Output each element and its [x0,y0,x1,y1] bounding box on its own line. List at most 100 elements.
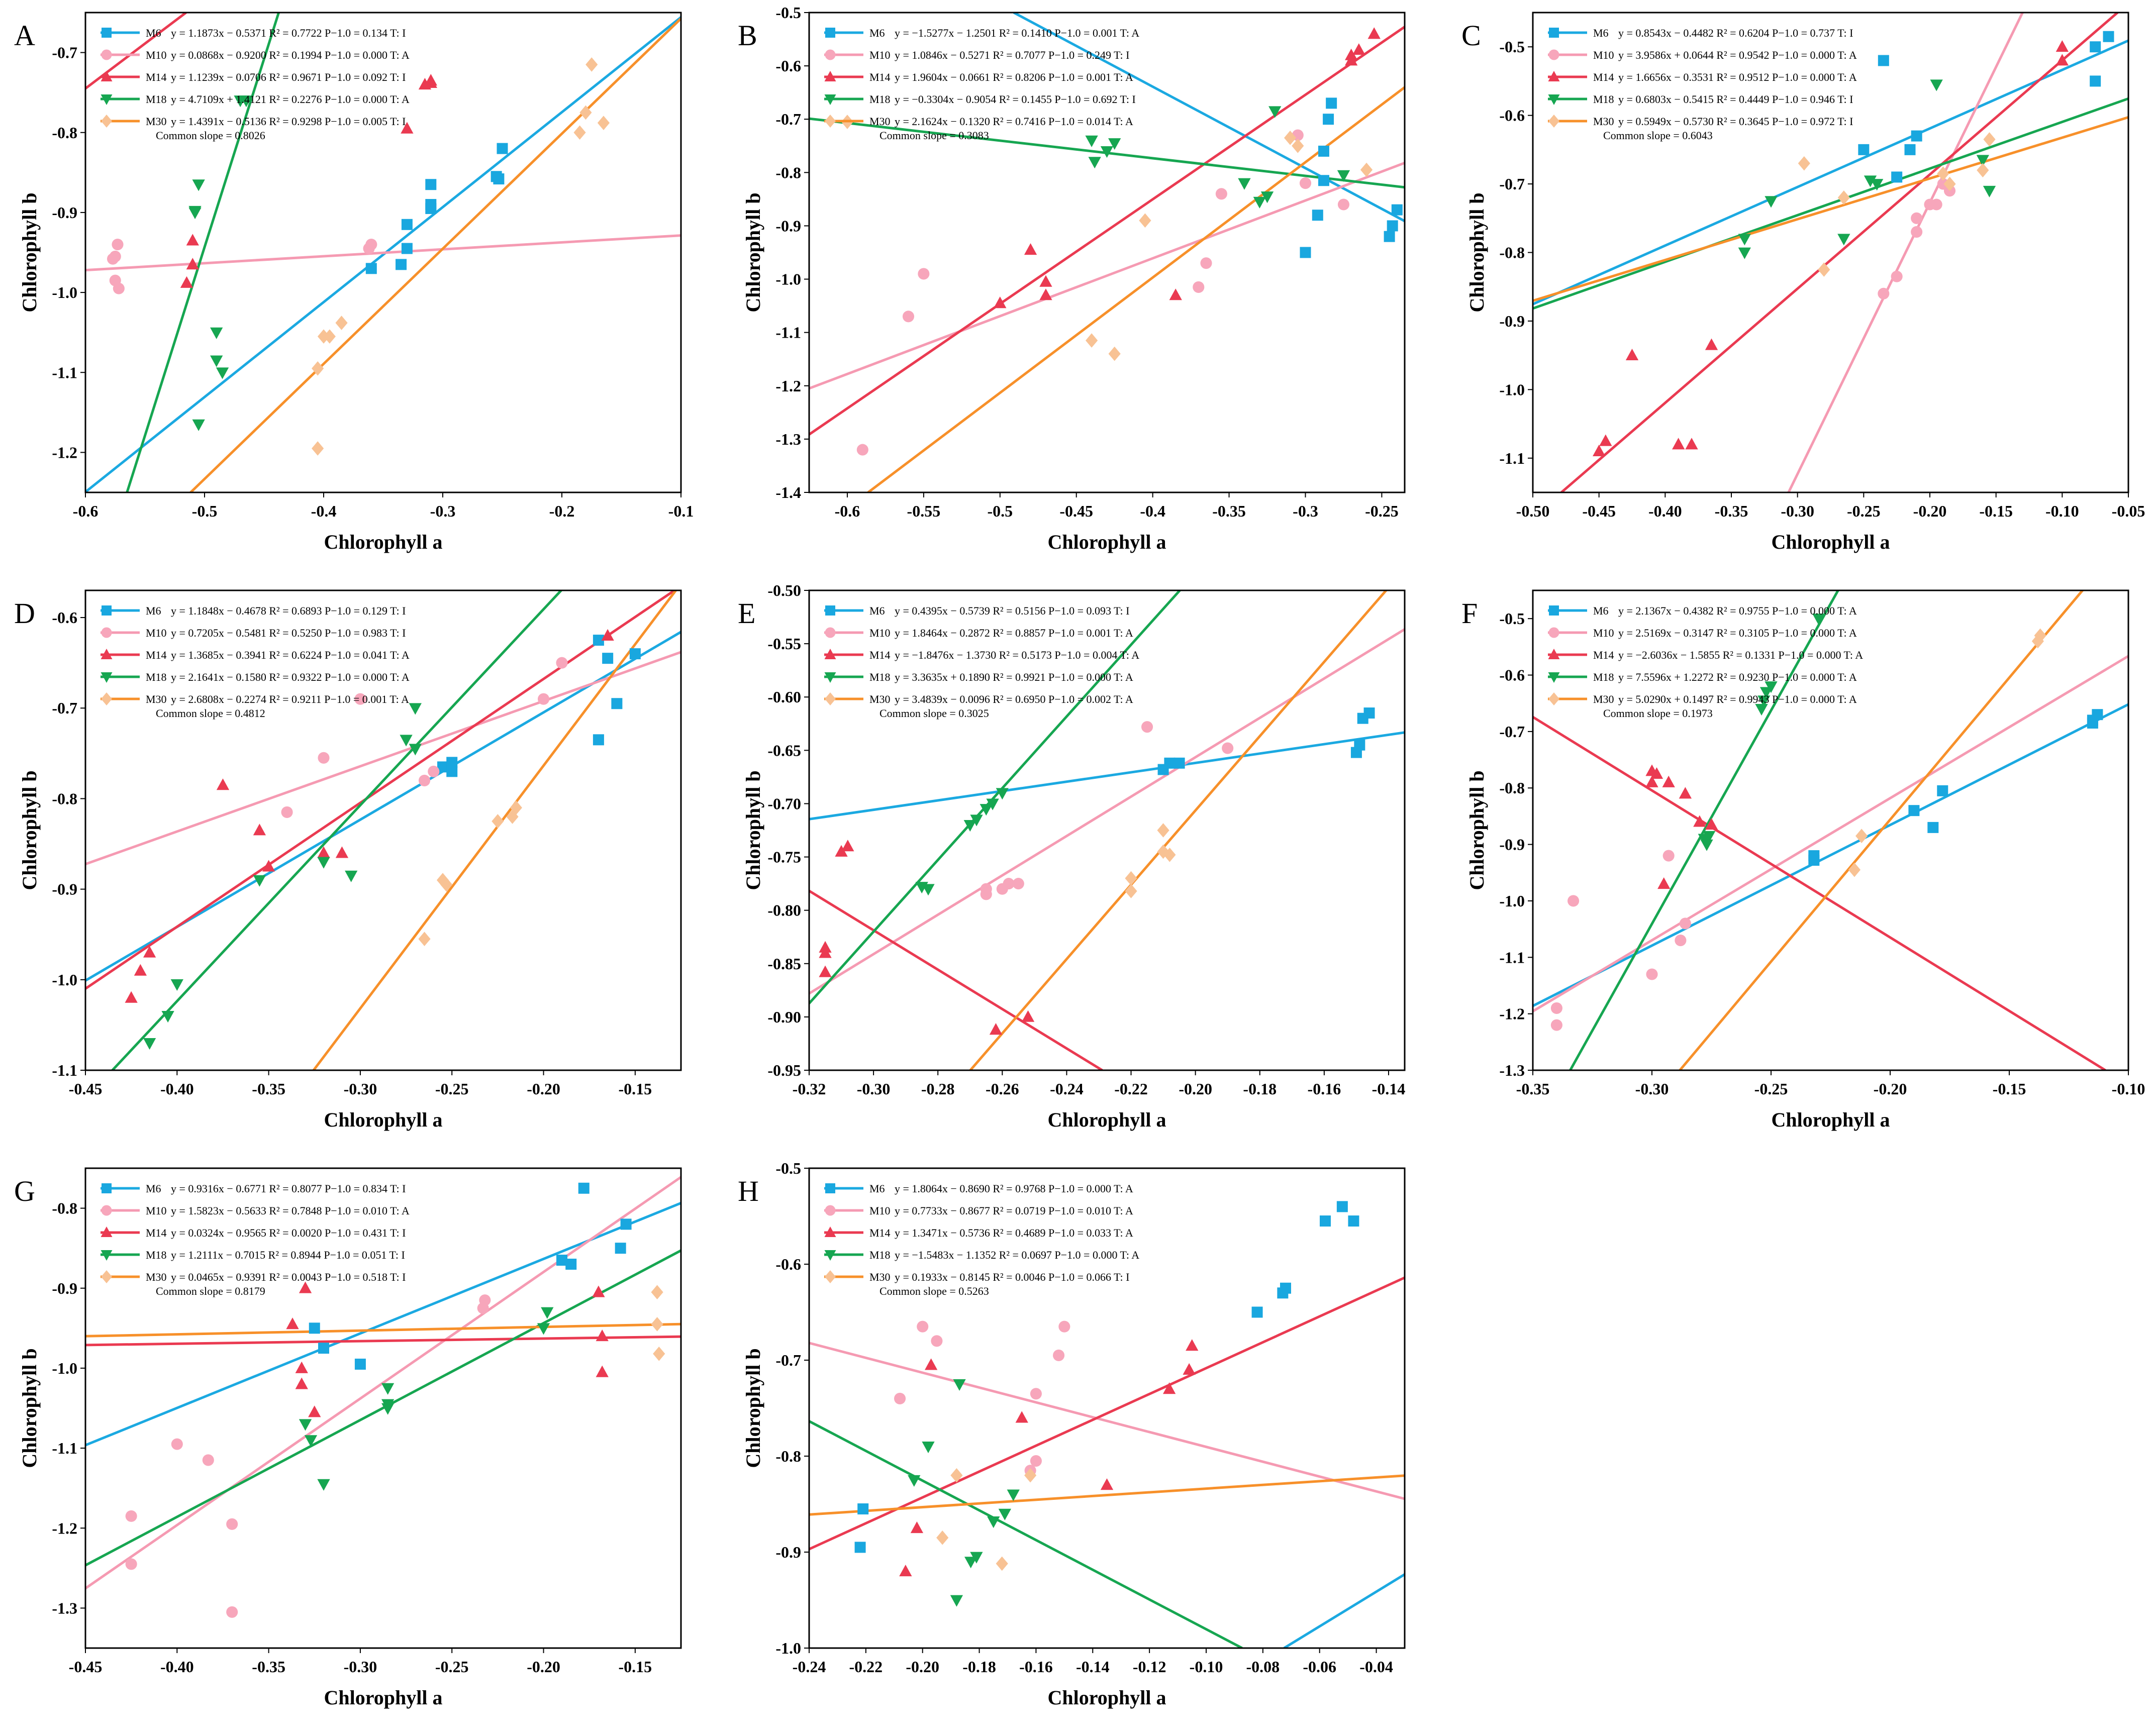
data-points [854,1201,1359,1607]
point-m30 [1157,823,1169,838]
legend-marker [1548,627,1559,638]
x-tick-label: -0.20 [527,1080,560,1098]
legend-series-name: M30 [1593,115,1614,128]
x-tick-label: -0.10 [2045,502,2079,520]
y-tick-label: -1.2 [775,377,801,395]
x-tick-label: -0.25 [1754,1080,1788,1098]
fit-line-m10 [85,1176,681,1590]
chart-svg: C -0.50 -0.45 -0.40 -0.35 -0.30 -0.25 -0.20 -0.1… [1461,12,2145,553]
point-m14 [134,964,147,976]
y-tick-label: -0.5 [1499,609,1525,628]
legend-marker [101,649,113,659]
point-m14 [1352,43,1365,55]
legend-series-name: M14 [1593,71,1614,83]
legend-marker [102,605,112,616]
legend-marker [1549,605,1559,616]
legend-marker [1548,115,1559,128]
point-m14 [1657,877,1671,889]
point-m14 [1367,27,1381,39]
plot-frame [808,12,1406,493]
x-tick-label: -0.45 [1059,502,1093,520]
point-m10 [1911,212,1923,224]
x-tick-label: -0.25 [435,1080,469,1098]
point-m6 [401,219,413,230]
x-tick-label: -0.3 [1293,502,1318,520]
point-m6 [1164,757,1176,769]
fit-line-m18 [809,1420,1243,1648]
legend-marker [824,1227,836,1237]
common-slope-label: Common slope = 0.8179 [156,1285,265,1297]
point-m6 [1387,220,1398,232]
point-m10 [1003,878,1015,890]
point-m6 [578,1182,590,1194]
legend-equation: y = 1.0846x − 0.5271 R² = 0.7077 P−1.0 =… [895,49,1129,61]
legend-equation: y = 0.8543x − 0.4482 R² = 0.6204 P−1.0 =… [1618,27,1853,39]
fit-line-m18 [111,590,562,1070]
legend-equation: y = −1.5277x − 1.2501 R² = 0.1410 P−1.0 … [895,27,1139,39]
point-m6 [1173,757,1185,769]
legend-equation: y = 3.4839x − 0.0096 R² = 0.6950 P−1.0 =… [895,693,1133,705]
legend-marker [824,94,836,105]
point-m18 [1268,106,1282,118]
x-tick-label: -0.30 [1781,502,1814,520]
point-m10 [1930,198,1942,211]
y-tick-label: -1.1 [52,1439,77,1457]
legend-equation: y = 1.9604x − 0.0661 R² = 0.8206 P−1.0 =… [895,71,1133,83]
point-m18 [210,327,223,339]
data-points [1593,31,2114,457]
point-m30 [651,1285,663,1300]
point-m6 [1363,707,1375,719]
legend-series-name: M10 [869,627,891,639]
point-m6 [593,635,604,646]
fit-line-m30 [809,1474,1405,1516]
legend-marker [1548,49,1559,60]
point-m14 [819,946,832,958]
y-tick-label: -0.8 [775,163,801,181]
point-m10 [125,1558,137,1570]
point-m14 [286,1317,299,1330]
point-m18 [922,1442,935,1454]
x-tick-label: -0.08 [1246,1658,1280,1676]
y-tick-label: -0.9 [52,880,77,898]
point-m18 [1871,179,1884,191]
data-points [107,57,610,456]
legend-marker [824,672,836,683]
legend-equation: y = 0.0868x − 0.9200 R² = 0.1994 P−1.0 =… [171,49,410,61]
x-tick-label: -0.45 [69,1080,103,1098]
y-tick-label: -1.0 [52,283,77,301]
point-m10 [980,883,992,895]
point-m18 [192,419,205,431]
y-tick-label: -1.3 [52,1599,77,1617]
y-tick-label: -1.2 [1499,1005,1525,1023]
point-m18 [345,870,358,882]
point-m14 [1625,348,1639,361]
fit-lines [1533,590,2128,1070]
point-m10 [281,806,293,819]
point-m30 [1848,862,1861,877]
legend: M6 y = 2.1367x − 0.4382 R² = 0.9755 P−1.0… [1548,604,1863,720]
point-m18 [1238,178,1251,190]
legend-series-name: M6 [146,1182,161,1195]
x-tick-label: -0.45 [1582,502,1616,520]
point-m10 [902,311,915,323]
data-points [841,27,1403,456]
point-m6 [629,648,641,660]
legend-equation: y = 0.7733x − 0.8677 R² = 0.0719 P−1.0 =… [895,1204,1133,1217]
x-tick-label: -0.40 [160,1080,194,1098]
chart-panel-c: C -0.50 -0.45 -0.40 -0.35 -0.30 -0.25 -0.20 -0.1… [1447,0,2154,580]
y-tick-label: -0.65 [767,741,801,759]
legend-series-name: M6 [869,604,885,617]
fit-lines [1533,13,2128,492]
point-m30 [996,1556,1008,1571]
fit-line-m30 [1679,590,2084,1070]
point-m6 [1312,210,1323,221]
y-tick-label: -1.2 [52,1519,77,1537]
legend-equation: y = 5.0290x + 0.1497 R² = 0.9943 P−1.0 =… [1618,693,1857,705]
legend-equation: y = 1.8064x − 0.8690 R² = 0.9768 P−1.0 =… [895,1182,1133,1195]
point-m10 [113,282,125,294]
fit-line-m6 [1533,703,2128,1007]
legend-marker [101,1270,112,1283]
plot-frame [84,589,682,1071]
x-axis-title: Chlorophyll a [1772,1108,1890,1131]
point-m10 [1215,188,1227,200]
